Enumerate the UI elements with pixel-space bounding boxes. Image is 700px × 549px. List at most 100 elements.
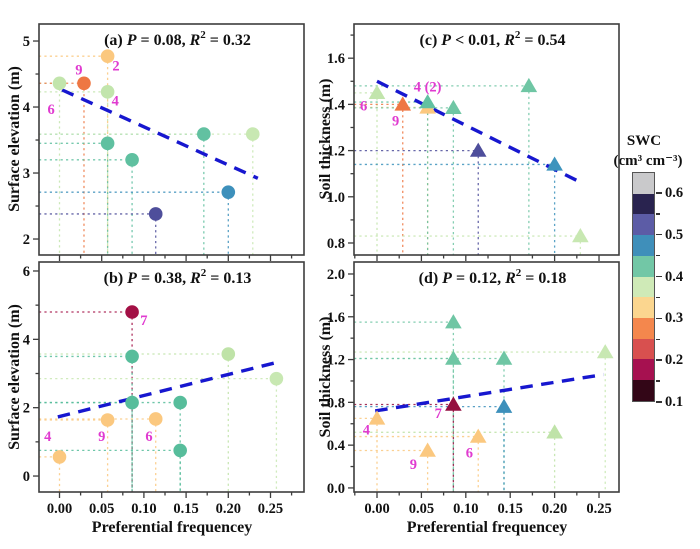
data-point — [100, 49, 115, 64]
data-point — [173, 443, 187, 458]
site-label: 4 — [44, 429, 51, 445]
colorbar-tick — [656, 192, 662, 194]
data-point — [173, 395, 187, 410]
y-tick-label: 2.0 — [327, 267, 345, 283]
swc-colorbar-title: SWC — [626, 133, 662, 149]
panel-d-plot: 4 9 7 6 0.0 0.4 0.8 1.2 1.6 2.0 0.00 0.05 0.10 0.15 0.… — [327, 261, 620, 517]
y-tick-label: 1.6 — [327, 51, 345, 67]
colorbar-tick — [656, 401, 662, 403]
data-point — [125, 153, 139, 167]
data-point — [445, 314, 462, 329]
data-point — [100, 413, 115, 427]
x-tick-label: 0.00 — [364, 501, 389, 517]
data-point — [100, 85, 115, 99]
plot-frame — [38, 261, 305, 493]
data-point — [52, 450, 67, 464]
colorbar-tick-label: 0.2 — [665, 352, 684, 369]
x-tick-label: 0.25 — [586, 501, 611, 517]
y-tick-label: 2 — [23, 401, 30, 417]
x-tick-label: 0.05 — [409, 501, 434, 517]
x-tick-label: 0.05 — [89, 501, 114, 517]
colorbar-tick-label: 0.5 — [665, 226, 684, 243]
swc-colorbar — [632, 172, 655, 402]
colorbar-segment — [633, 276, 654, 298]
colorbar-tick — [656, 317, 662, 320]
colorbar-segment — [633, 235, 654, 256]
trend-line — [376, 79, 581, 184]
colorbar-tick — [656, 359, 662, 361]
data-point — [445, 350, 462, 365]
site-label: 6 — [360, 98, 367, 114]
y-tick-label: 1.0 — [327, 190, 345, 206]
data-point — [148, 207, 163, 221]
site-label: 4 (2) — [414, 79, 442, 95]
data-point — [125, 305, 139, 319]
data-point — [572, 228, 589, 243]
data-point — [469, 142, 487, 157]
y-tick-label: 3 — [23, 166, 30, 182]
data-point — [52, 76, 67, 91]
colorbar-segment — [633, 380, 654, 401]
site-label: 9 — [98, 429, 105, 445]
data-point — [546, 424, 563, 439]
colorbar-segment — [633, 297, 654, 319]
colorbar-segment — [633, 173, 654, 194]
colorbar-tick — [656, 213, 660, 215]
data-point — [245, 127, 260, 141]
x-tick-label: 0.15 — [173, 501, 198, 517]
trend-line — [57, 361, 276, 419]
colorbar-segment — [633, 255, 654, 277]
y-tick-label: 6 — [23, 264, 30, 280]
data-point — [221, 347, 236, 361]
colorbar-segment — [633, 214, 654, 236]
y-tick-label: 1.4 — [327, 97, 345, 113]
colorbar-segment — [633, 359, 654, 381]
data-point — [495, 350, 513, 365]
colorbar-segment — [633, 318, 654, 339]
trend-line — [61, 88, 259, 180]
site-label: 6 — [47, 102, 54, 118]
site-label: 6 — [466, 446, 473, 462]
x-tick-label: 0.20 — [216, 501, 241, 517]
data-point — [125, 395, 139, 410]
colorbar-tick — [656, 338, 660, 341]
y-tick-label: 0.4 — [327, 438, 345, 454]
trend-line — [374, 372, 604, 413]
panel-c-plot: 6 9 4 (2) 0.8 1.0 1.2 1.4 1.6 (c) P < 0.01, R2 =… — [327, 23, 620, 261]
data-point — [445, 99, 462, 115]
panel-title: (d) P = 0.12, R2 = 0.18 — [419, 267, 567, 287]
y-tick-label: 0.0 — [327, 481, 345, 497]
colorbar-tick-label: 0.1 — [665, 394, 684, 410]
colorbar-tick — [656, 275, 662, 278]
x-tick-label: 0.10 — [453, 501, 478, 517]
panel-title: (a) P = 0.08, R2 = 0.32 — [104, 29, 251, 49]
data-point — [445, 396, 462, 411]
site-label: 7 — [435, 406, 442, 422]
data-point — [546, 156, 563, 171]
y-tick-label: 1.2 — [327, 353, 345, 369]
data-point — [269, 371, 284, 386]
x-tick-label: 0.20 — [542, 501, 567, 517]
site-label: 7 — [140, 313, 147, 329]
site-label: 9 — [75, 62, 82, 78]
y-tick-label: 1.2 — [327, 144, 345, 160]
x-tick-label: 0.25 — [258, 501, 283, 517]
site-label: 6 — [145, 429, 152, 445]
site-label: 9 — [410, 457, 417, 473]
plot-frame — [353, 261, 620, 493]
swc-colorbar-units: (cm³ cm⁻³) — [613, 153, 683, 169]
data-point — [495, 398, 513, 413]
panel-a-plot: 6 9 2 4 2 3 4 5 (a) P = 0.08, R2 = 0.32 — [23, 23, 305, 261]
x-tick-label: 0.00 — [47, 501, 72, 517]
data-point — [469, 428, 487, 443]
y-tick-label: 0 — [23, 469, 30, 485]
data-point — [596, 344, 614, 359]
colorbar-tick — [656, 296, 660, 299]
colorbar-tick-label: 0.3 — [665, 310, 684, 327]
colorbar-tick — [656, 254, 660, 257]
colorbar-tick-label: 0.6 — [665, 184, 684, 201]
site-label: 4 — [363, 423, 370, 439]
y-tick-label: 4 — [23, 100, 30, 116]
plot-frame — [38, 23, 305, 256]
